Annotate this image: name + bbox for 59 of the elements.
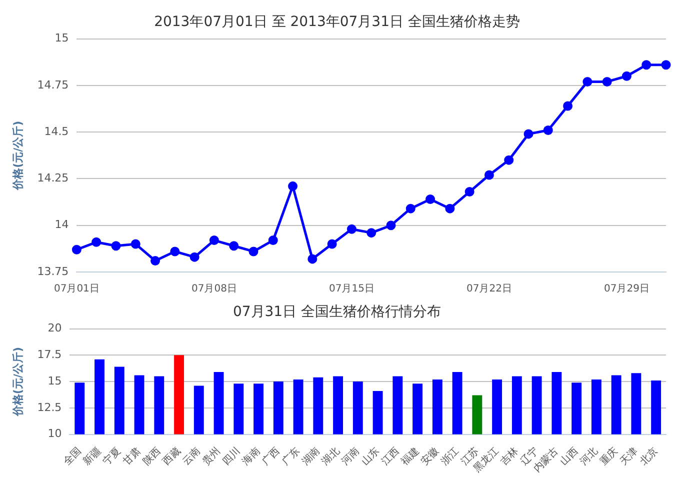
point xyxy=(308,254,318,264)
point xyxy=(464,187,474,197)
x-tick-label: 云南 xyxy=(180,445,203,468)
y-tick-label: 14.75 xyxy=(37,78,69,92)
point xyxy=(426,194,436,204)
y-axis-title: 价格(元/公斤) xyxy=(11,120,24,191)
point xyxy=(484,170,494,180)
point xyxy=(209,236,219,246)
y-tick-label: 10 xyxy=(48,427,62,440)
point xyxy=(406,204,416,214)
y-axis-title: 价格(元/公斤) xyxy=(11,347,24,418)
point xyxy=(366,228,376,238)
y-tick-label: 17.5 xyxy=(37,348,62,362)
chart-title: 07月31日 全国生猪价格行情分布 xyxy=(232,304,442,320)
point xyxy=(130,239,140,249)
y-tick-label: 14.5 xyxy=(44,124,69,138)
x-tick-label: 07月15日 xyxy=(328,284,374,295)
point xyxy=(72,244,82,254)
x-tick-label: 07月22日 xyxy=(466,284,512,295)
x-tick-label: 07月01日 xyxy=(54,284,100,295)
point xyxy=(622,71,632,81)
y-tick-label: 13.75 xyxy=(37,264,69,278)
x-tick-label: 07月29日 xyxy=(604,284,650,295)
y-tick-label: 15 xyxy=(48,374,62,388)
point xyxy=(111,241,121,251)
x-tick-label: 广西 xyxy=(260,445,282,468)
point xyxy=(190,252,200,262)
x-tick-label: 吉林 xyxy=(498,445,521,468)
y-tick-label: 14 xyxy=(54,218,69,232)
point xyxy=(543,125,553,135)
y-tick-label: 12.5 xyxy=(37,400,62,414)
point xyxy=(346,224,356,234)
x-tick-label: 07月08日 xyxy=(191,284,237,295)
point xyxy=(386,220,396,230)
point xyxy=(327,239,337,249)
x-tick-label: 浙江 xyxy=(438,445,462,468)
point xyxy=(504,155,514,165)
point xyxy=(92,237,102,247)
x-tick-label: 河南 xyxy=(339,445,362,468)
y-tick-label: 15 xyxy=(54,32,69,45)
x-tick-label: 安徽 xyxy=(418,445,442,468)
x-tick-label: 重庆 xyxy=(598,445,620,468)
point xyxy=(229,241,239,251)
x-tick-label: 宁夏 xyxy=(100,445,124,468)
point xyxy=(602,76,612,86)
point xyxy=(524,129,534,139)
point xyxy=(170,246,180,256)
point xyxy=(268,236,278,246)
point xyxy=(642,60,652,70)
point xyxy=(563,101,573,111)
point xyxy=(582,76,592,86)
point xyxy=(661,60,671,70)
point xyxy=(445,204,455,214)
y-tick-label: 14.25 xyxy=(37,172,69,185)
y-tick-label: 20 xyxy=(48,322,62,335)
point xyxy=(288,181,298,191)
chart-title: 2013年07月01日 至 2013年07月31日 全国生猪价格走势 xyxy=(154,14,520,30)
point xyxy=(248,246,258,256)
point xyxy=(150,256,160,266)
